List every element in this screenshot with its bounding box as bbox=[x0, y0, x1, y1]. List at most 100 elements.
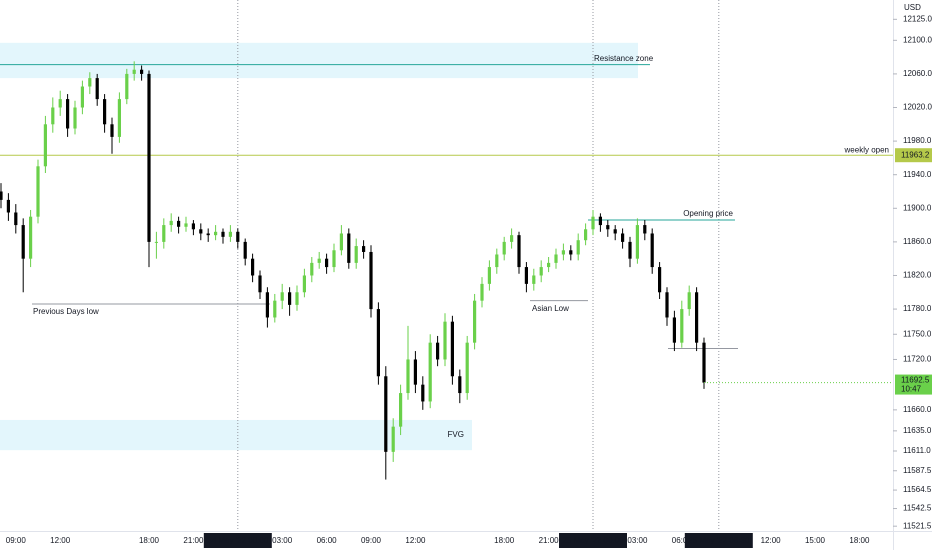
x-tick-label: 18:00 bbox=[849, 536, 870, 545]
current-price: 11692.5 bbox=[901, 376, 930, 385]
candle-body bbox=[251, 258, 255, 276]
candle-body bbox=[428, 342, 432, 402]
candle-body bbox=[480, 283, 484, 301]
candle-body bbox=[339, 233, 343, 251]
candle-body bbox=[658, 267, 662, 293]
weekly-open-price-box bbox=[895, 148, 932, 163]
x-tick-label: 09:00 bbox=[6, 536, 27, 545]
y-tick-label: 11940.0 bbox=[903, 170, 932, 179]
candle-body bbox=[532, 275, 536, 284]
candle-body bbox=[517, 235, 521, 268]
candle-body bbox=[643, 225, 647, 234]
y-tick-label: 11660.0 bbox=[903, 405, 932, 414]
candle-body bbox=[6, 199, 10, 213]
level-label: Previous Days low bbox=[33, 307, 99, 316]
x-tick-label: 24 May '22 00:00 bbox=[207, 536, 269, 545]
candle-body bbox=[265, 292, 269, 318]
candle-body bbox=[561, 250, 565, 255]
candle-body bbox=[598, 216, 602, 226]
candle-body bbox=[369, 251, 373, 310]
y-tick-label: 12125.0 bbox=[903, 14, 932, 23]
candle-body bbox=[221, 231, 225, 237]
y-tick-label: 11564.5 bbox=[903, 485, 932, 494]
candle-body bbox=[680, 309, 684, 343]
candle-body bbox=[450, 321, 454, 377]
candle-body bbox=[169, 220, 173, 226]
candle-body bbox=[672, 317, 676, 343]
candle-body bbox=[0, 191, 3, 200]
candle-body bbox=[51, 107, 55, 125]
candle-body bbox=[539, 267, 543, 276]
y-tick-label: 11587.5 bbox=[903, 466, 932, 475]
x-tick-label: 25 May '22 00:00 bbox=[562, 536, 624, 545]
candle-body bbox=[584, 229, 588, 241]
candle-body bbox=[177, 220, 181, 227]
candle-body bbox=[36, 166, 40, 217]
x-tick-label: 18:00 bbox=[139, 536, 160, 545]
x-tick-label: 03:00 bbox=[627, 536, 648, 545]
candle-body bbox=[228, 231, 232, 237]
candle-body bbox=[110, 124, 114, 137]
candle-body bbox=[547, 262, 551, 268]
candle-body bbox=[214, 231, 218, 236]
level-label: Asian Low bbox=[532, 304, 569, 313]
y-tick-label: 11611.0 bbox=[903, 446, 931, 455]
y-tick-label: 11780.0 bbox=[903, 304, 932, 313]
y-tick-label: 11750.0 bbox=[903, 329, 932, 338]
candle-body bbox=[117, 99, 121, 137]
currency-label: USD bbox=[904, 3, 921, 12]
candle-body bbox=[665, 292, 669, 318]
level-label: Opening price bbox=[683, 209, 733, 218]
weekly-open-price: 11963.2 bbox=[901, 150, 930, 159]
candle-body bbox=[43, 124, 47, 167]
candle-body bbox=[487, 267, 491, 284]
x-tick-label: 18:00 bbox=[494, 536, 515, 545]
countdown: 10:47 bbox=[901, 385, 922, 394]
y-tick-label: 12100.0 bbox=[903, 35, 932, 44]
candle-body bbox=[436, 342, 440, 360]
x-tick-label: 03:00 bbox=[272, 536, 293, 545]
candle-body bbox=[628, 241, 632, 259]
candle-body bbox=[406, 359, 410, 394]
candle-body bbox=[384, 376, 388, 452]
y-tick-label: 11521.5 bbox=[903, 521, 932, 530]
candle-body bbox=[332, 250, 336, 268]
candle-body bbox=[132, 69, 136, 74]
x-tick-highlight bbox=[559, 533, 627, 548]
candle-body bbox=[650, 233, 654, 268]
y-tick-label: 12060.0 bbox=[903, 69, 932, 78]
candle-body bbox=[288, 292, 292, 305]
candle-body bbox=[103, 99, 107, 125]
level-label: weekly open bbox=[844, 145, 889, 154]
candle-body bbox=[162, 225, 166, 242]
candle-body bbox=[362, 246, 366, 252]
candle-body bbox=[421, 384, 425, 402]
candle-body bbox=[191, 223, 195, 230]
y-tick-label: 12020.0 bbox=[903, 103, 932, 112]
candle-body bbox=[621, 233, 625, 242]
candle-body bbox=[569, 250, 573, 255]
x-tick-highlight bbox=[684, 533, 753, 548]
zone-label: FVG bbox=[448, 430, 464, 439]
x-tick-label: 21:00 bbox=[183, 536, 204, 545]
candle-body bbox=[554, 254, 558, 263]
y-tick-label: 11720.0 bbox=[903, 355, 932, 364]
candle-body bbox=[21, 225, 25, 259]
zone bbox=[0, 42, 638, 79]
level-label: Resistance zone bbox=[594, 54, 654, 63]
candle-body bbox=[66, 99, 70, 129]
candle-body bbox=[88, 78, 92, 87]
candle-body bbox=[184, 223, 188, 227]
candle-body bbox=[413, 359, 417, 385]
candle-body bbox=[510, 235, 514, 242]
candle-body bbox=[58, 99, 62, 108]
candle-body bbox=[310, 262, 314, 276]
x-tick-label: 25 May '22 08:30 bbox=[688, 536, 750, 545]
candle-body bbox=[473, 300, 477, 343]
candle-body bbox=[458, 376, 462, 394]
candle-body bbox=[576, 240, 580, 255]
candle-body bbox=[302, 275, 306, 293]
y-tick-label: 11820.0 bbox=[903, 271, 932, 280]
